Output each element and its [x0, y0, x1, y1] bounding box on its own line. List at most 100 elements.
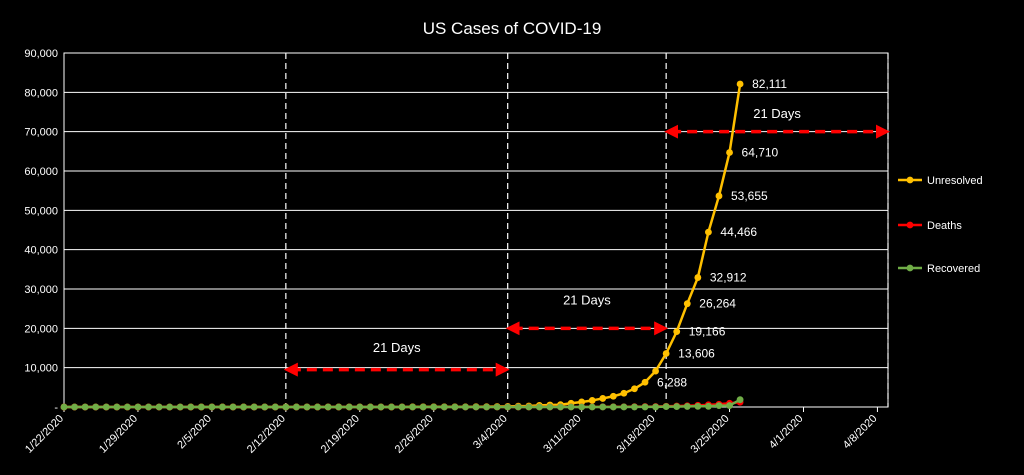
data-point-recovered [293, 403, 300, 411]
duration-label: 21 Days [373, 340, 421, 355]
legend-label-unresolved: Unresolved [927, 175, 983, 187]
data-point-recovered [113, 403, 121, 411]
chart-title: US Cases of COVID-19 [423, 19, 602, 38]
data-label: 26,264 [699, 297, 736, 311]
data-label: 19,166 [689, 325, 726, 339]
data-point-unresolved [726, 149, 733, 156]
data-point-recovered [419, 403, 427, 411]
data-point-recovered [261, 403, 269, 411]
x-tick-label: 1/29/2020 [97, 413, 140, 456]
data-point-recovered [81, 403, 89, 411]
x-tick-label: 2/26/2020 [393, 413, 436, 456]
y-tick-label: 50,000 [24, 205, 58, 217]
x-tick-label: 3/4/2020 [471, 413, 510, 452]
data-point-unresolved [599, 395, 607, 402]
data-point-recovered [599, 403, 607, 411]
data-point-unresolved [609, 392, 617, 400]
data-point-recovered [535, 403, 543, 411]
y-tick-label: 60,000 [24, 166, 58, 178]
data-point-recovered [451, 403, 459, 411]
data-point-recovered [271, 403, 279, 411]
series-line-unresolved [64, 83, 742, 409]
legend-label-deaths: Deaths [927, 220, 962, 232]
data-point-unresolved [620, 389, 628, 397]
y-tick-label: 80,000 [24, 87, 58, 99]
data-point-recovered [208, 403, 216, 411]
data-point-recovered [673, 403, 681, 410]
data-point-unresolved [652, 367, 659, 375]
y-tick-label: 90,000 [24, 48, 58, 60]
data-point-unresolved [662, 350, 670, 357]
data-point-recovered [694, 402, 702, 410]
data-label: 44,466 [720, 225, 757, 239]
data-point-recovered [525, 403, 533, 411]
data-point-recovered [240, 403, 247, 411]
data-point-unresolved [705, 228, 712, 236]
data-point-recovered [60, 403, 68, 411]
legend-label-recovered: Recovered [927, 263, 980, 275]
data-point-recovered [588, 403, 596, 411]
legend-marker-deaths [906, 221, 914, 229]
y-tick-label: 40,000 [24, 245, 58, 257]
data-point-recovered [652, 403, 659, 411]
data-point-recovered [546, 403, 554, 411]
legend-marker-unresolved [906, 176, 914, 184]
data-point-recovered [736, 396, 744, 404]
data-point-recovered [356, 403, 364, 411]
data-point-recovered [726, 402, 733, 409]
data-point-recovered [345, 403, 353, 411]
x-tick-label: 2/19/2020 [319, 413, 362, 456]
data-point-unresolved [631, 385, 638, 393]
data-point-unresolved [715, 192, 723, 200]
x-tick-label: 2/5/2020 [175, 413, 214, 452]
data-point-unresolved [641, 378, 649, 386]
data-point-recovered [219, 403, 226, 411]
data-point-recovered [430, 403, 438, 411]
data-point-recovered [335, 403, 343, 411]
data-point-recovered [166, 403, 174, 411]
data-point-recovered [229, 403, 237, 411]
data-label: 53,655 [731, 189, 768, 203]
data-point-recovered [662, 403, 670, 410]
data-point-recovered [514, 403, 522, 411]
x-tick-label: 3/11/2020 [541, 413, 584, 456]
data-point-recovered [197, 403, 205, 411]
x-tick-label: 3/25/2020 [689, 413, 732, 456]
data-point-unresolved [683, 300, 691, 308]
duration-label: 21 Days [753, 106, 801, 121]
data-point-recovered [398, 403, 406, 411]
data-point-recovered [631, 403, 638, 411]
data-point-recovered [609, 403, 617, 411]
data-point-recovered [557, 403, 564, 411]
data-point-recovered [176, 403, 184, 411]
duration-label: 21 Days [563, 293, 611, 308]
data-point-recovered [314, 403, 321, 411]
data-point-recovered [440, 403, 448, 411]
data-point-recovered [366, 403, 374, 411]
data-point-unresolved [588, 397, 596, 404]
data-point-recovered [683, 403, 691, 410]
data-point-recovered [324, 403, 332, 411]
data-point-recovered [388, 403, 395, 411]
data-point-recovered [715, 402, 723, 410]
data-point-recovered [71, 403, 78, 411]
data-point-recovered [462, 403, 469, 411]
x-tick-label: 1/22/2020 [23, 413, 66, 456]
data-point-unresolved [694, 274, 702, 281]
data-point-recovered [620, 403, 628, 411]
legend-marker-recovered [906, 264, 914, 272]
data-point-recovered [145, 403, 152, 411]
data-point-unresolved [736, 80, 744, 88]
data-point-recovered [102, 403, 110, 411]
data-point-recovered [641, 403, 649, 411]
data-point-recovered [472, 403, 480, 411]
data-point-recovered [155, 403, 163, 411]
y-tick-label: 10,000 [24, 363, 58, 375]
data-point-recovered [504, 403, 512, 411]
data-point-recovered [282, 403, 290, 411]
y-tick-label: 70,000 [24, 127, 58, 139]
x-tick-label: 3/18/2020 [615, 413, 658, 456]
data-point-recovered [303, 403, 311, 411]
